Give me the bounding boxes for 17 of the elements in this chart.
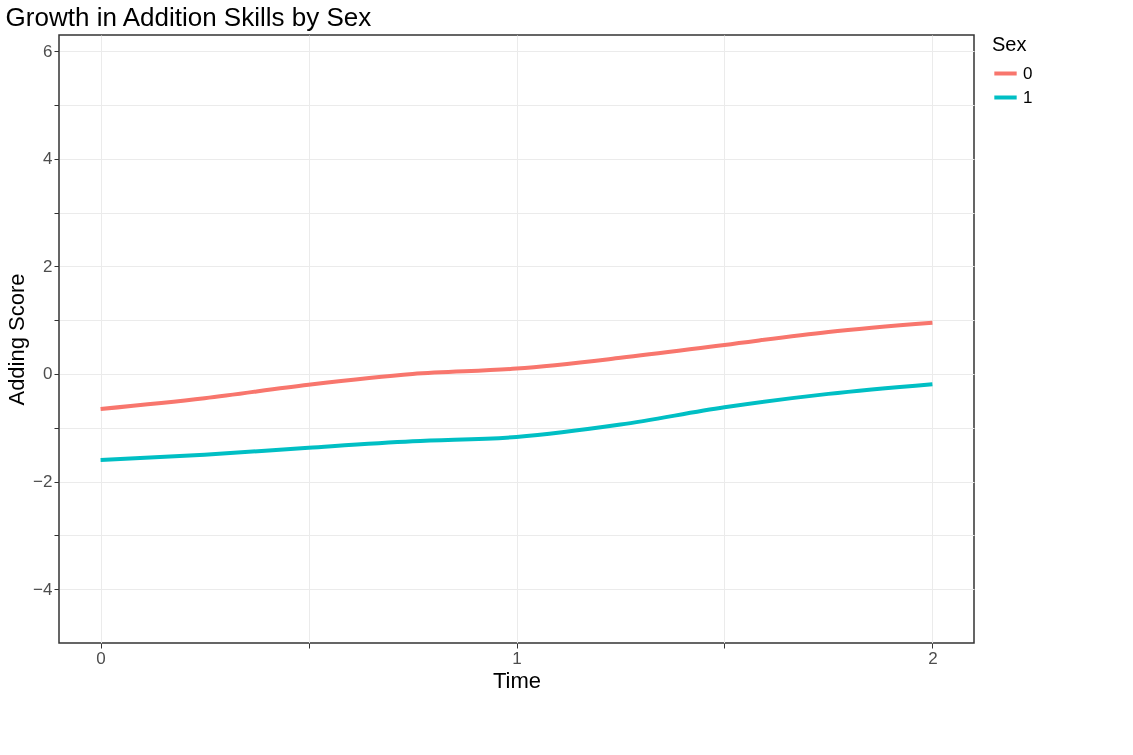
y-tick-label: 4: [43, 149, 53, 169]
x-tick-label: 1: [512, 648, 522, 668]
line-series: [98, 382, 935, 463]
chart-title: Growth in Addition Skills by Sex: [5, 2, 372, 32]
x-tick-label: 2: [928, 648, 938, 668]
y-tick-label: −4: [33, 579, 53, 599]
line-series: [98, 320, 935, 411]
y-tick-label: 6: [43, 41, 53, 61]
y-axis-title: Adding Score: [4, 273, 30, 406]
legend-label: 0: [1023, 63, 1033, 83]
x-axis-title: Time: [492, 667, 542, 693]
y-tick-label: 2: [43, 256, 53, 276]
legend-title: Sex: [992, 33, 1027, 55]
y-tick-label: 0: [43, 364, 53, 384]
y-tick-label: −2: [33, 472, 53, 492]
x-tick-label: 0: [96, 648, 106, 668]
legend-label: 1: [1023, 87, 1033, 107]
